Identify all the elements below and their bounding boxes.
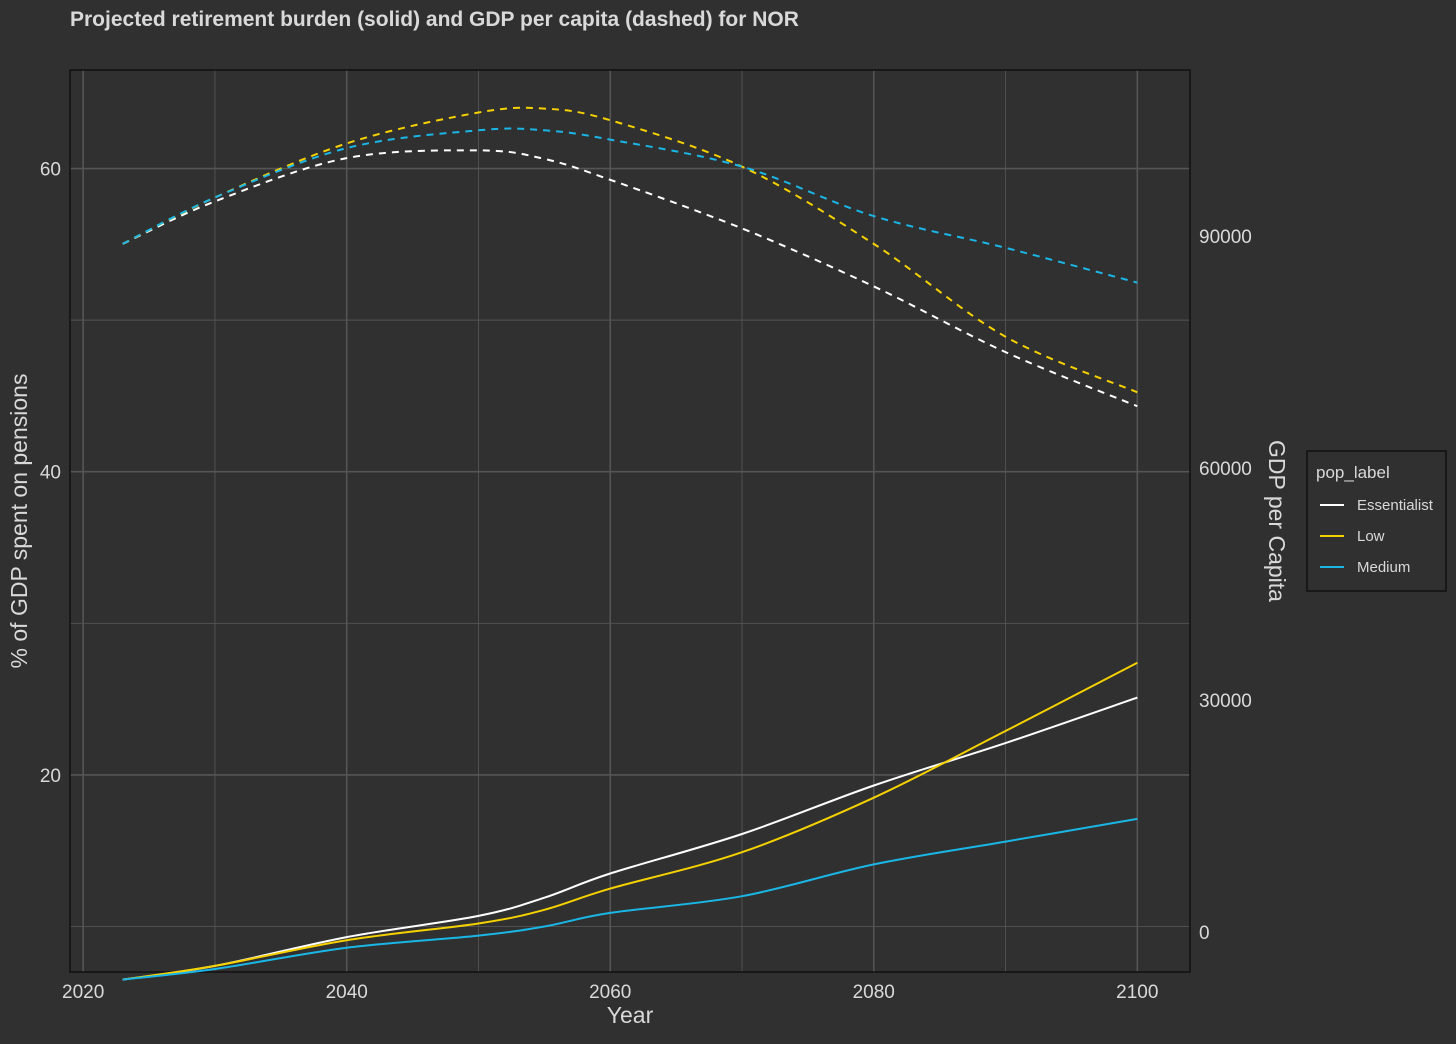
x-tick-label: 2040 (326, 982, 368, 1003)
legend-label-low: Low (1357, 528, 1385, 545)
pension-line-low (122, 661, 1138, 981)
pension-line-medium (122, 817, 1138, 981)
y-right-tick-label: 60000 (1199, 459, 1252, 480)
plot-panel-border (69, 69, 1191, 973)
y-axis-left-label: % of GDP spent on pensions (6, 374, 32, 669)
x-tick-label: 2020 (62, 982, 104, 1003)
pension-line-essentialist (122, 696, 1138, 981)
x-tick-label: 2080 (853, 982, 895, 1003)
gdp-line-low (122, 106, 1138, 394)
axis-layer: 2020 2040 2060 2080 210020406003000060000900… (40, 160, 1252, 1003)
y-left-tick-label: 20 (40, 766, 61, 787)
y-right-tick-label: 90000 (1199, 227, 1252, 248)
legend-label-medium: Medium (1357, 559, 1410, 576)
legend-box (1306, 450, 1447, 592)
x-tick-label: 2060 (589, 982, 631, 1003)
gdp-line-essentialist (122, 149, 1138, 408)
legend: pop_label Essentialist Low Medium (1306, 450, 1447, 592)
y-right-tick-label: 30000 (1199, 691, 1252, 712)
y-axis-right-label: GDP per Capita (1264, 440, 1290, 602)
x-axis-label: Year (607, 1002, 654, 1028)
gdp-line-medium (122, 127, 1138, 284)
x-tick-label: 2100 (1116, 982, 1158, 1003)
y-left-tick-label: 40 (40, 463, 61, 484)
chart-title: Projected retirement burden (solid) and … (70, 8, 799, 31)
y-left-tick-label: 60 (40, 160, 61, 181)
legend-title: pop_label (1316, 463, 1390, 482)
grid-layer (70, 70, 1190, 972)
y-right-tick-label: 0 (1199, 923, 1210, 944)
legend-items: Essentialist Low Medium (1320, 497, 1434, 576)
series-layer (122, 106, 1138, 981)
legend-label-essentialist: Essentialist (1357, 497, 1434, 514)
